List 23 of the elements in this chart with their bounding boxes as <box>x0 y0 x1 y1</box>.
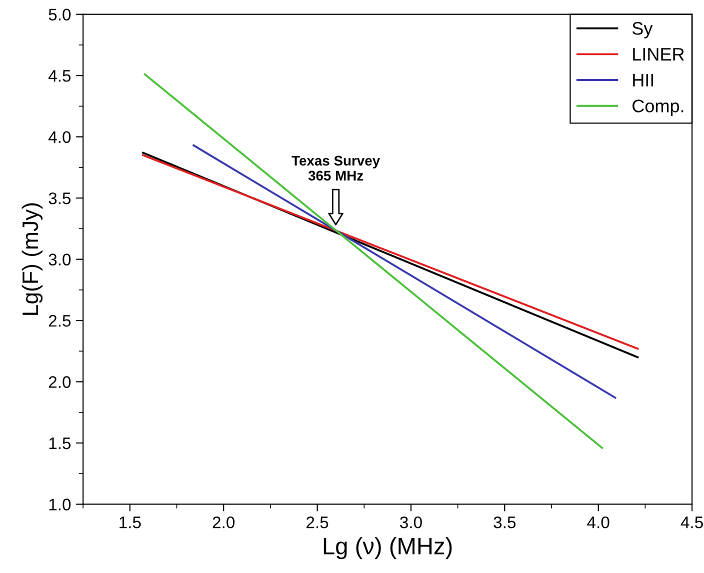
y-tick-label: 5.0 <box>48 8 71 21</box>
x-axis-title: Lg (ν) (MHz) <box>324 537 452 560</box>
y-axis-title: Lg(F) (mJy) <box>22 203 43 315</box>
y-tick-label: 2.0 <box>48 376 71 388</box>
x-tick-label: 3.5 <box>494 516 516 528</box>
y-tick-label: 3.0 <box>48 254 71 266</box>
y-tick-label: 4.5 <box>48 70 71 82</box>
x-tick-label: 2.0 <box>212 516 235 528</box>
x-tick-label: 1.5 <box>120 516 141 528</box>
y-tick-label: 3.5 <box>48 192 71 204</box>
x-tick-label: 4.0 <box>587 516 610 528</box>
legend-label: LINER <box>633 48 684 60</box>
annotation: Texas Survey 365 MHz <box>292 156 380 181</box>
y-tick-label: 2.5 <box>48 314 71 327</box>
legend-label: Sy <box>632 22 653 38</box>
y-tick-label: 4.0 <box>48 131 71 144</box>
x-tick-label: 3.0 <box>400 516 422 528</box>
x-tick-label: 2.5 <box>306 516 328 528</box>
legend-label: HII <box>633 74 654 86</box>
legend-label: Comp. <box>632 100 684 116</box>
x-tick-label: 4.5 <box>680 516 703 528</box>
y-tick-label: 1.5 <box>49 438 71 450</box>
y-tick-label: 1.0 <box>49 498 71 510</box>
